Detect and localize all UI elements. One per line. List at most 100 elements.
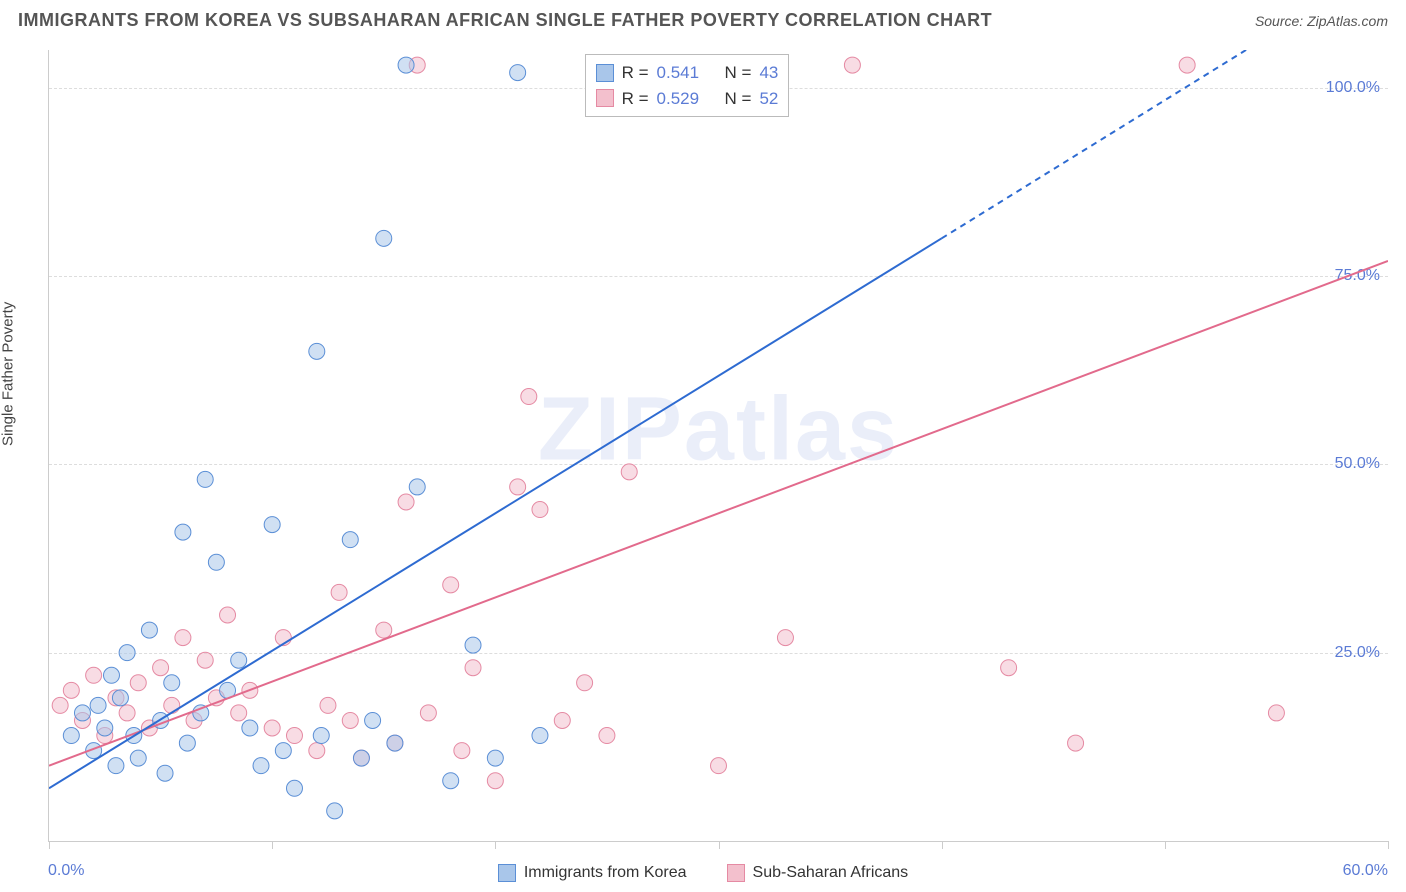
data-point	[253, 758, 269, 774]
plot-area: ZIPatlas R = 0.541 N = 43 R = 0.529 N = …	[48, 50, 1388, 842]
data-point	[103, 667, 119, 683]
data-point	[164, 697, 180, 713]
r-label: R =	[622, 60, 649, 86]
data-point	[175, 630, 191, 646]
data-point	[777, 630, 793, 646]
data-point	[52, 697, 68, 713]
legend-swatch-korea	[596, 64, 614, 82]
data-point	[454, 743, 470, 759]
x-tick	[495, 841, 496, 849]
data-point	[153, 660, 169, 676]
n-label: N =	[725, 86, 752, 112]
data-point	[409, 479, 425, 495]
data-point	[387, 735, 403, 751]
data-point	[342, 712, 358, 728]
data-point	[242, 720, 258, 736]
data-point	[179, 735, 195, 751]
data-point	[465, 660, 481, 676]
data-point	[521, 389, 537, 405]
x-tick	[1165, 841, 1166, 849]
data-point	[711, 758, 727, 774]
data-point	[108, 758, 124, 774]
data-point	[130, 675, 146, 691]
data-point	[157, 765, 173, 781]
data-point	[487, 773, 503, 789]
data-point	[141, 622, 157, 638]
data-point	[320, 697, 336, 713]
legend-row-ssa: R = 0.529 N = 52	[596, 86, 779, 112]
n-label: N =	[725, 60, 752, 86]
x-tick	[719, 841, 720, 849]
data-point	[130, 750, 146, 766]
data-point	[342, 532, 358, 548]
r-label: R =	[622, 86, 649, 112]
source-label: Source: ZipAtlas.com	[1255, 13, 1388, 29]
data-point	[1268, 705, 1284, 721]
data-point	[309, 343, 325, 359]
data-point	[63, 682, 79, 698]
legend-swatch-ssa	[727, 864, 745, 882]
data-point	[353, 750, 369, 766]
legend-swatch-ssa	[596, 89, 614, 107]
trend-line	[49, 238, 942, 788]
x-tick	[49, 841, 50, 849]
data-point	[487, 750, 503, 766]
x-tick	[272, 841, 273, 849]
correlation-legend: R = 0.541 N = 43 R = 0.529 N = 52	[585, 54, 790, 117]
trend-line	[49, 261, 1388, 766]
data-point	[112, 690, 128, 706]
series-legend: Immigrants from Korea Sub-Saharan Africa…	[0, 864, 1406, 882]
data-point	[197, 471, 213, 487]
r-value-ssa: 0.529	[657, 86, 700, 112]
data-point	[554, 712, 570, 728]
data-point	[510, 65, 526, 81]
data-point	[365, 712, 381, 728]
data-point	[286, 728, 302, 744]
legend-item-ssa: Sub-Saharan Africans	[727, 864, 909, 882]
data-point	[313, 728, 329, 744]
data-point	[208, 554, 224, 570]
data-point	[621, 464, 637, 480]
trend-line	[942, 50, 1344, 238]
data-point	[275, 743, 291, 759]
data-point	[63, 728, 79, 744]
n-value-korea: 43	[759, 60, 778, 86]
data-point	[443, 577, 459, 593]
data-point	[175, 524, 191, 540]
data-point	[1001, 660, 1017, 676]
data-point	[1179, 57, 1195, 73]
data-point	[510, 479, 526, 495]
y-axis-label: Single Father Poverty	[0, 302, 17, 446]
legend-label-korea: Immigrants from Korea	[524, 864, 687, 882]
data-point	[331, 584, 347, 600]
data-point	[164, 675, 180, 691]
data-point	[420, 705, 436, 721]
legend-row-korea: R = 0.541 N = 43	[596, 60, 779, 86]
chart-title: IMMIGRANTS FROM KOREA VS SUBSAHARAN AFRI…	[18, 10, 992, 31]
data-point	[74, 705, 90, 721]
data-point	[532, 728, 548, 744]
data-point	[264, 720, 280, 736]
data-point	[97, 720, 113, 736]
data-point	[327, 803, 343, 819]
data-point	[376, 622, 392, 638]
data-point	[119, 645, 135, 661]
legend-label-ssa: Sub-Saharan Africans	[753, 864, 909, 882]
data-point	[119, 705, 135, 721]
data-point	[599, 728, 615, 744]
scatter-plot-svg	[49, 50, 1388, 841]
data-point	[231, 705, 247, 721]
data-point	[90, 697, 106, 713]
data-point	[1068, 735, 1084, 751]
x-tick	[942, 841, 943, 849]
legend-swatch-korea	[498, 864, 516, 882]
x-tick	[1388, 841, 1389, 849]
data-point	[220, 607, 236, 623]
legend-item-korea: Immigrants from Korea	[498, 864, 687, 882]
r-value-korea: 0.541	[657, 60, 700, 86]
data-point	[376, 230, 392, 246]
data-point	[197, 652, 213, 668]
data-point	[231, 652, 247, 668]
data-point	[532, 502, 548, 518]
data-point	[264, 517, 280, 533]
